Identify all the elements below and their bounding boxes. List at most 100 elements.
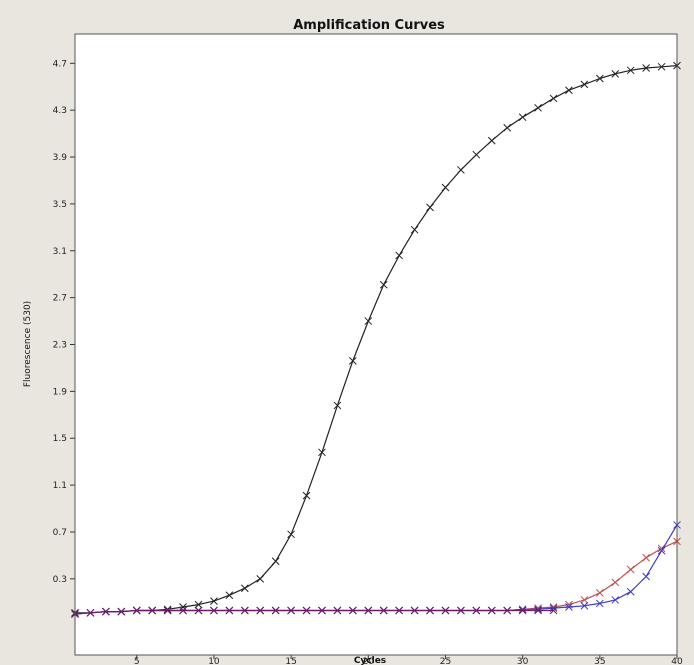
data-point-black (518, 113, 527, 122)
data-point-blue (534, 605, 542, 614)
data-point-purple (426, 606, 434, 615)
data-point-black (565, 86, 573, 95)
x-tick-label: 10 (208, 657, 220, 665)
y-tick-label: 1.1 (53, 481, 67, 491)
data-point-purple (534, 606, 542, 615)
data-point-black (379, 280, 388, 289)
data-point-blue (611, 596, 620, 604)
x-axis: 5 10 15 20 25 30 35 40 (134, 655, 683, 665)
data-point-purple (457, 606, 465, 615)
y-tick-label: 3.9 (53, 153, 68, 163)
y-axis: 0.3 0.7 1.1 1.5 1.9 2.3 2.7 3.1 3.5 3.9 4.3 4.7 (53, 59, 75, 585)
data-point-purple (318, 606, 326, 615)
plot-border (74, 33, 678, 656)
data-point-red (595, 589, 604, 597)
data-point-black (210, 597, 218, 605)
x-tick-label: 35 (594, 657, 605, 665)
x-tick-label: 25 (440, 657, 451, 665)
data-point-black (642, 64, 650, 72)
data-point-purple (518, 606, 527, 615)
data-point-purple (348, 606, 357, 615)
data-point-purple (194, 606, 203, 615)
data-point-black (410, 225, 419, 234)
data-point-purple (148, 606, 157, 615)
data-point-black (225, 591, 234, 600)
data-point-black (302, 491, 311, 500)
y-tick-label: 0.3 (53, 575, 67, 585)
data-point-red (642, 553, 650, 562)
data-point-purple (441, 606, 450, 615)
data-point-blue (642, 572, 650, 581)
data-point-black (333, 401, 342, 410)
y-tick-label: 4.3 (53, 106, 67, 116)
data-point-black (657, 62, 666, 71)
data-point-red (549, 603, 558, 611)
y-axis-label: Fluorescence (530) (23, 301, 33, 387)
data-point-blue (626, 587, 635, 596)
data-point-purple (379, 606, 388, 615)
data-point-black (626, 66, 635, 75)
data-point-black (364, 317, 373, 325)
data-point-purple (163, 606, 172, 615)
series-line-black (75, 65, 678, 614)
data-point-purple (549, 606, 558, 615)
data-point-purple (86, 608, 95, 617)
data-point-black (472, 150, 481, 159)
data-point-purple (395, 606, 404, 615)
data-point-blue (565, 603, 573, 611)
chart-title: Amplification Curves (293, 18, 445, 33)
y-tick-label: 2.3 (53, 341, 67, 351)
plot-area (75, 34, 677, 655)
data-point-purple (287, 606, 295, 615)
data-point-black (426, 203, 434, 212)
series-layer (71, 61, 681, 618)
data-point-purple (256, 606, 265, 615)
data-point-red (580, 596, 589, 604)
data-point-purple (503, 606, 512, 615)
data-point-black (163, 605, 172, 614)
x-tick-label: 20 (363, 657, 375, 665)
y-tick-label: 2.7 (53, 294, 67, 304)
data-point-purple (117, 607, 126, 616)
data-point-red (626, 565, 635, 574)
y-tick-label: 4.7 (53, 59, 67, 69)
data-point-black (503, 123, 512, 132)
data-point-black (595, 74, 604, 83)
y-tick-label: 3.5 (53, 200, 67, 210)
data-point-black (194, 600, 203, 609)
data-point-purple (487, 606, 496, 615)
x-tick-label: 30 (517, 657, 529, 665)
y-tick-label: 1.5 (53, 434, 67, 444)
data-point-black (287, 530, 295, 539)
data-point-black (534, 103, 542, 112)
data-point-purple (240, 606, 249, 615)
data-point-black (580, 80, 589, 89)
data-point-purple (333, 606, 342, 615)
series-line-purple (74, 609, 554, 615)
data-point-black (256, 574, 265, 583)
data-point-purple (410, 606, 419, 615)
data-point-black (271, 557, 280, 566)
data-point-black (487, 136, 496, 145)
series-purple (71, 606, 558, 618)
data-point-purple (132, 606, 141, 615)
data-point-purple (271, 606, 280, 615)
data-point-black (611, 69, 620, 78)
data-point-red (611, 578, 620, 587)
data-point-black (395, 251, 404, 260)
y-tick-label: 1.9 (53, 387, 68, 397)
x-tick-label: 15 (285, 657, 296, 665)
data-point-black (240, 584, 249, 593)
x-tick-label: 5 (134, 657, 140, 665)
data-point-purple (225, 606, 234, 615)
data-point-purple (364, 606, 373, 615)
data-point-purple (102, 607, 110, 616)
data-point-purple (210, 606, 218, 615)
data-point-purple (302, 606, 311, 615)
x-axis-label: Cycles (354, 656, 386, 665)
data-point-black (348, 357, 357, 365)
data-point-blue (657, 546, 666, 555)
data-point-blue (518, 605, 527, 614)
